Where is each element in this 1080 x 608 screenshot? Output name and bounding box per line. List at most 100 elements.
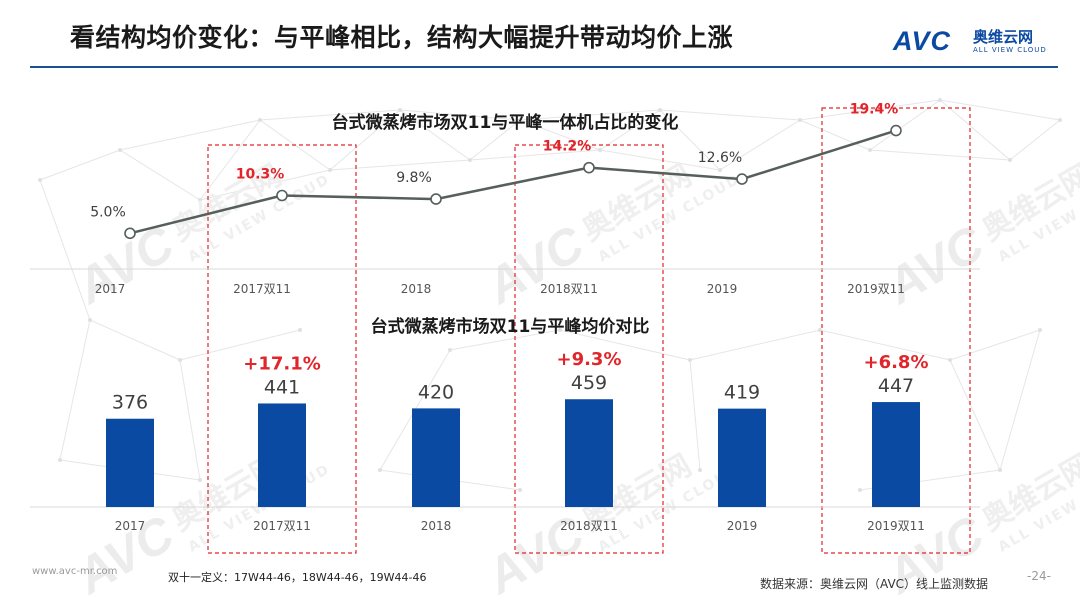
watermark-brand: AVC bbox=[475, 215, 594, 316]
price-label-2018: 420 bbox=[418, 381, 454, 403]
network-node bbox=[258, 118, 262, 122]
bar-chart: 台式微蒸烤市场双11与平峰均价对比 376 2017 441+17.1% 2017双11… bbox=[30, 316, 980, 533]
network-edge bbox=[39, 179, 91, 321]
line-x-tick-2017: 2017 bbox=[95, 282, 126, 296]
network-edge bbox=[659, 109, 721, 171]
bar-x-tick-2017: 2017 bbox=[115, 519, 146, 533]
line-x-tick-2017双11: 2017双11 bbox=[233, 282, 291, 296]
network-node bbox=[1008, 158, 1012, 162]
network-node bbox=[298, 328, 302, 332]
share-label-2018: 9.8% bbox=[396, 170, 432, 186]
bar-x-tick-2019: 2019 bbox=[727, 519, 758, 533]
network-node bbox=[598, 148, 602, 152]
network-edge bbox=[599, 109, 661, 151]
brand-logo: AVC 奥维云网 ALL VIEW CLOUD bbox=[893, 24, 1063, 60]
network-node bbox=[998, 468, 1002, 472]
price-label-2019: 419 bbox=[724, 382, 760, 404]
share-label-2019双11: 19.4% bbox=[850, 102, 899, 118]
share-label-2018双11: 14.2% bbox=[543, 139, 592, 155]
network-node bbox=[688, 358, 692, 362]
price-bar-2017双11 bbox=[258, 403, 306, 507]
price-label-2017双11: 441 bbox=[264, 376, 300, 398]
line-x-tick-2018双11: 2018双11 bbox=[540, 282, 598, 296]
network-edge bbox=[259, 109, 401, 121]
network-node bbox=[178, 358, 182, 362]
network-edge bbox=[469, 149, 601, 161]
highlight-boxes bbox=[207, 107, 971, 554]
network-node bbox=[718, 168, 722, 172]
network-edge bbox=[799, 119, 871, 151]
share-point-2019双11 bbox=[890, 124, 902, 137]
price-growth-2017双11: +17.1% bbox=[243, 353, 321, 374]
network-edge bbox=[199, 169, 331, 201]
network-edge bbox=[1009, 119, 1061, 161]
share-label-2017双11: 10.3% bbox=[236, 166, 285, 182]
network-edge bbox=[689, 329, 821, 361]
network-node bbox=[88, 318, 92, 322]
network-edge bbox=[39, 149, 121, 181]
network-edge bbox=[949, 359, 1001, 471]
page-number: -24- bbox=[1027, 569, 1051, 583]
network-edge bbox=[449, 329, 561, 351]
highlight-box-2017双11 bbox=[207, 144, 357, 554]
network-edge bbox=[179, 329, 301, 361]
price-label-2018双11: 459 bbox=[571, 372, 607, 394]
network-edge bbox=[869, 149, 1011, 161]
line-chart-title: 台式微蒸烤市场双11与平峰一体机占比的变化 bbox=[332, 112, 679, 133]
network-node bbox=[398, 108, 402, 112]
network-edge bbox=[199, 119, 261, 201]
network-edge bbox=[59, 319, 91, 461]
network-edge bbox=[89, 319, 181, 361]
network-node bbox=[1058, 118, 1062, 122]
network-edge bbox=[939, 99, 1011, 161]
network-edge bbox=[999, 329, 1041, 471]
page-title: 看结构均价变化：与平峰相比，结构大幅提升带动均价上涨 bbox=[70, 23, 734, 52]
network-node bbox=[198, 478, 202, 482]
logo-en-text: ALL VIEW CLOUD bbox=[973, 46, 1047, 54]
data-source: 数据来源：奥维云网（AVC）线上监测数据 bbox=[760, 577, 989, 591]
share-series-line bbox=[129, 129, 897, 235]
price-bar-2019双11 bbox=[872, 402, 920, 507]
line-x-tick-2019双11: 2019双11 bbox=[847, 282, 905, 296]
network-node bbox=[38, 178, 42, 182]
network-edge bbox=[599, 149, 721, 171]
bar-x-tick-2018双11: 2018双11 bbox=[560, 519, 618, 533]
network-edge bbox=[559, 329, 691, 361]
line-x-tick-2019: 2019 bbox=[707, 282, 738, 296]
network-edge bbox=[719, 119, 801, 171]
price-bar-2018 bbox=[412, 408, 460, 507]
network-node bbox=[378, 468, 382, 472]
price-label-2017: 376 bbox=[112, 392, 148, 414]
title-underline bbox=[30, 66, 1058, 68]
network-edge bbox=[689, 359, 701, 471]
logo-mark: AVC bbox=[893, 26, 952, 56]
watermark-url: www.avc-mr.com bbox=[32, 566, 118, 577]
double11-definition: 双十一定义：17W44-46，18W44-46，19W44-46 bbox=[168, 571, 427, 584]
share-point-2019 bbox=[736, 173, 748, 185]
price-bar-2017 bbox=[106, 418, 154, 507]
network-edge bbox=[399, 109, 471, 161]
network-node bbox=[858, 488, 862, 492]
network-edge bbox=[819, 329, 951, 361]
share-point-2018 bbox=[430, 193, 442, 205]
price-bar-2018双11 bbox=[565, 399, 613, 507]
share-label-2019: 12.6% bbox=[698, 150, 742, 166]
price-label-2019双11: 447 bbox=[878, 375, 914, 397]
network-node bbox=[518, 118, 522, 122]
price-growth-2019双11: +6.8% bbox=[863, 352, 928, 373]
network-node bbox=[518, 488, 522, 492]
network-node bbox=[328, 168, 332, 172]
network-node bbox=[448, 348, 452, 352]
highlight-box-2019双11 bbox=[821, 107, 971, 554]
network-node bbox=[118, 148, 122, 152]
bar-x-tick-2018: 2018 bbox=[421, 519, 452, 533]
line-x-tick-2018: 2018 bbox=[401, 282, 432, 296]
share-point-2017双11 bbox=[276, 189, 288, 202]
share-label-2017: 5.0% bbox=[90, 204, 126, 220]
background-network bbox=[38, 98, 1062, 492]
network-node bbox=[468, 158, 472, 162]
share-point-2018双11 bbox=[583, 161, 595, 174]
network-edge bbox=[799, 99, 941, 121]
